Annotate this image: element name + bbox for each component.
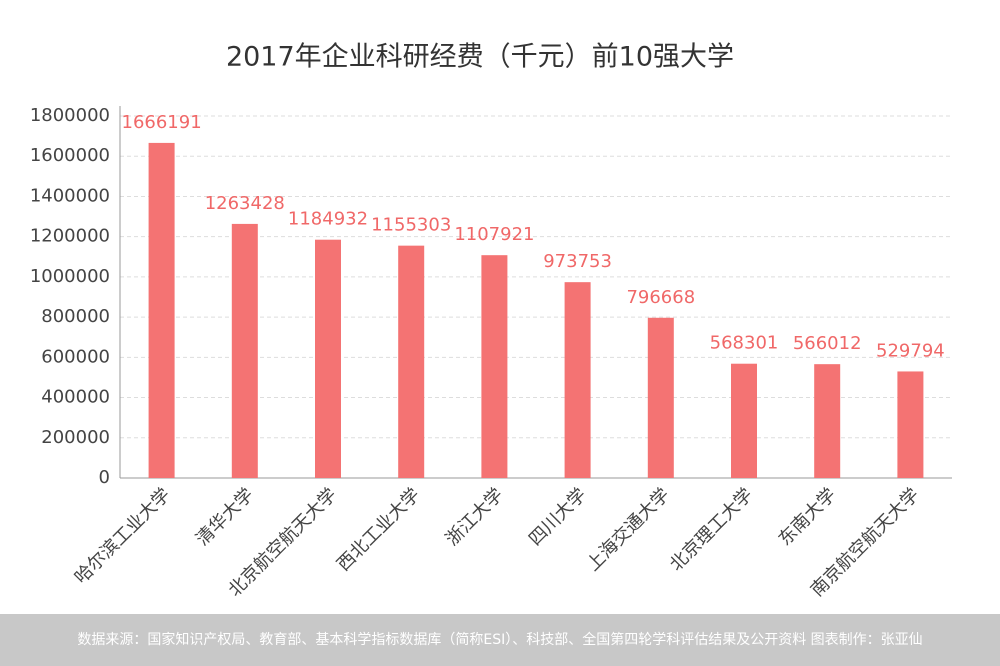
data-label: 566012 (793, 333, 862, 354)
y-tick-label: 1200000 (30, 226, 110, 247)
bar (398, 245, 425, 478)
data-label: 796668 (626, 287, 695, 308)
y-tick-label: 0 (99, 467, 110, 488)
bar (897, 371, 924, 478)
bar (231, 223, 258, 478)
data-label: 973753 (543, 251, 612, 272)
data-label: 1263428 (205, 193, 285, 214)
chart-title: 2017年企业科研经费（千元）前10强大学 (226, 42, 734, 73)
footer-band (0, 614, 1000, 666)
bar (564, 282, 591, 478)
y-tick-label: 200000 (41, 427, 110, 448)
y-tick-label: 1000000 (30, 266, 110, 287)
data-label: 1155303 (371, 215, 451, 236)
bar (315, 239, 341, 478)
bar (481, 255, 508, 478)
data-label: 1666191 (122, 112, 202, 133)
data-label: 568301 (710, 333, 779, 354)
y-tick-label: 600000 (41, 346, 110, 367)
y-tick-label: 1400000 (30, 185, 110, 206)
y-tick-label: 800000 (41, 306, 110, 327)
bar (148, 142, 175, 479)
y-tick-label: 1600000 (30, 145, 110, 166)
data-label: 1184932 (288, 209, 368, 230)
data-label: 529794 (876, 340, 945, 361)
bar (814, 364, 841, 478)
bar (731, 363, 757, 478)
y-tick-label: 1800000 (30, 105, 110, 126)
footnote: 数据来源：国家知识产权局、教育部、基本科学指标数据库（简称ESI）、科技部、全国… (77, 631, 922, 648)
bar (647, 317, 674, 478)
data-label: 1107921 (454, 224, 534, 245)
y-tick-label: 400000 (41, 387, 110, 408)
